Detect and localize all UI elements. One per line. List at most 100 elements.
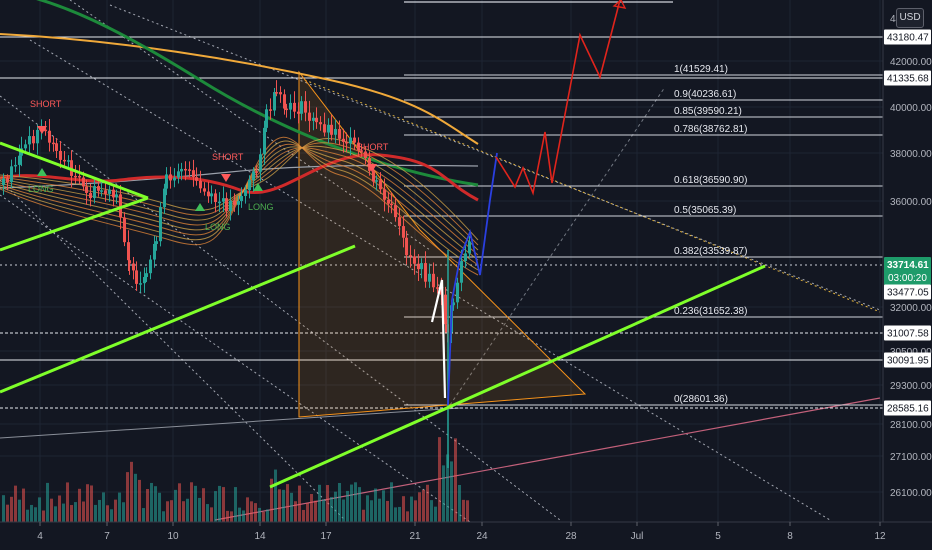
long-signal-label: LONG xyxy=(248,202,274,212)
volume-bar xyxy=(382,490,385,522)
volume-bar xyxy=(50,498,53,522)
candle-body xyxy=(293,102,296,112)
candle-body xyxy=(28,136,31,145)
fib-level-label: 0.786(38762.81) xyxy=(674,124,747,135)
candle-body xyxy=(233,200,236,205)
long-signal-label: LONG xyxy=(205,222,231,232)
volume-bar xyxy=(110,509,113,522)
volume-bar xyxy=(346,490,349,522)
volume-bar xyxy=(154,486,157,522)
candle-body xyxy=(398,217,401,227)
candle-body xyxy=(100,190,103,192)
candle-body xyxy=(349,137,352,144)
volume-bar xyxy=(294,501,297,522)
candle-body xyxy=(199,180,202,189)
candle-body xyxy=(128,260,131,264)
volume-bar xyxy=(250,501,253,522)
signal-markers: SHORT LONG SHORT LONG LONG SHORT xyxy=(28,99,389,232)
price-badge-text: 30091.95 xyxy=(887,356,929,367)
candle-body xyxy=(452,302,455,306)
candle-body xyxy=(93,186,96,199)
sell-arrow-icon xyxy=(367,164,377,172)
fib-level-label: 0.236(31652.38) xyxy=(674,306,747,317)
volume-bar xyxy=(138,479,141,522)
candle-body xyxy=(108,189,111,194)
volume-bar xyxy=(182,501,185,522)
candle-body xyxy=(338,129,341,139)
candle-body xyxy=(159,207,162,242)
price-tick-label: 29300.00 xyxy=(890,381,932,392)
volume-bar xyxy=(34,507,37,522)
volume-bar xyxy=(238,507,241,522)
candle-body xyxy=(112,189,115,198)
candle-body xyxy=(263,127,266,155)
candle-body xyxy=(327,124,330,133)
volume-bar xyxy=(370,500,373,522)
candle-body xyxy=(153,243,156,260)
candle-body xyxy=(345,141,348,144)
volume-bar xyxy=(174,489,177,522)
volume-bar xyxy=(414,500,417,522)
price-badge xyxy=(884,257,931,285)
volume-bar xyxy=(362,509,365,522)
candle-body xyxy=(424,263,427,282)
candle-body xyxy=(460,261,463,283)
volume-bar xyxy=(398,506,401,522)
candle-body xyxy=(59,150,62,160)
volume-bar xyxy=(374,488,377,522)
candle-body xyxy=(52,142,55,145)
candle-body xyxy=(132,263,135,271)
volume-bar xyxy=(78,488,81,522)
price-badge-text: 43180.47 xyxy=(887,33,929,44)
volume-bar xyxy=(74,502,77,522)
candle-body xyxy=(297,111,300,114)
candle-body xyxy=(229,200,232,212)
volume-bar xyxy=(402,496,405,522)
volume-bar xyxy=(422,489,425,522)
candle-body xyxy=(390,203,393,206)
dotted-channel-line xyxy=(109,4,881,311)
candle-body xyxy=(2,178,5,185)
volume-bar xyxy=(334,491,337,522)
volume-bar xyxy=(86,484,89,522)
candle-body xyxy=(155,241,158,244)
volume-bar xyxy=(242,510,245,522)
candle-body xyxy=(387,199,390,204)
candle-body xyxy=(283,94,286,109)
candle-body xyxy=(360,150,363,152)
candle-body xyxy=(36,129,39,144)
candle-body xyxy=(14,164,17,167)
price-tick-label: 36000.00 xyxy=(890,197,932,208)
volume-bar xyxy=(114,499,117,522)
volume-bar xyxy=(222,487,225,522)
price-badge xyxy=(884,284,931,300)
volume-bar xyxy=(390,482,393,522)
volume-bar xyxy=(10,496,13,522)
volume-bar xyxy=(126,472,129,522)
candle-body xyxy=(104,190,107,194)
time-tick-label: 21 xyxy=(409,531,421,542)
candle-body xyxy=(115,194,118,198)
volume-bar xyxy=(198,497,201,522)
short-signal-label: SHORT xyxy=(212,152,244,162)
candle-body xyxy=(468,241,471,254)
time-tick-label: 5 xyxy=(715,531,721,542)
fib-level-label: 0.382(33539.87) xyxy=(674,246,747,257)
candle-body xyxy=(18,155,21,165)
horizontal-levels xyxy=(0,36,883,409)
candle-body xyxy=(255,171,258,173)
blue-projection-path xyxy=(447,152,498,406)
candle-body xyxy=(275,92,278,94)
candle-body xyxy=(379,180,382,190)
volume-bars xyxy=(2,437,469,522)
candle-body xyxy=(444,294,447,325)
volume-bar xyxy=(170,500,173,522)
candle-body xyxy=(177,171,180,178)
currency-button[interactable]: USD xyxy=(896,8,924,28)
volume-bar xyxy=(62,503,65,522)
candle-body xyxy=(394,205,397,218)
candle-body xyxy=(192,170,195,178)
price-axis: 42000.00 40000.00 38000.00 36000.00 32000.00… xyxy=(882,0,932,550)
volume-bar xyxy=(30,504,33,522)
